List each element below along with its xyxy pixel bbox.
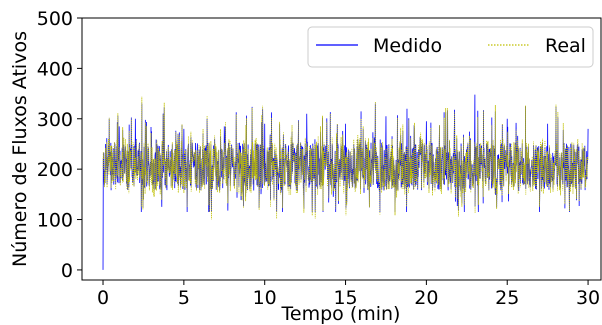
plot-area-frame (81, 17, 602, 281)
x-tick-label: 5 (178, 287, 190, 309)
x-tick-label: 20 (414, 287, 438, 309)
y-tick-label: 0 (61, 260, 73, 282)
x-tick-label: 0 (97, 287, 109, 309)
x-axis-label: Tempo (min) (281, 303, 401, 325)
series-line-real (102, 96, 589, 220)
y-axis-label: Número de Fluxos Ativos (9, 31, 31, 267)
x-tick-label: 15 (333, 287, 357, 309)
x-axis: 0 5 10 15 20 25 30 (97, 280, 600, 309)
y-tick-label: 100 (37, 210, 73, 232)
y-axis: 0 100 200 300 400 500 (37, 8, 82, 282)
x-tick-label: 25 (495, 287, 519, 309)
y-tick-label: 200 (37, 159, 73, 181)
x-tick-label: 30 (576, 287, 600, 309)
series-line-medido (102, 94, 589, 270)
x-tick-label: 10 (253, 287, 277, 309)
legend-frame (307, 26, 594, 68)
y-tick-label: 400 (37, 58, 73, 80)
legend-label-real: Real (545, 35, 586, 57)
legend-label-medido: Medido (373, 35, 442, 57)
series-layer (102, 94, 589, 270)
y-tick-label: 500 (37, 8, 73, 30)
y-tick-label: 300 (37, 109, 73, 131)
legend: Medido Real (307, 26, 594, 68)
